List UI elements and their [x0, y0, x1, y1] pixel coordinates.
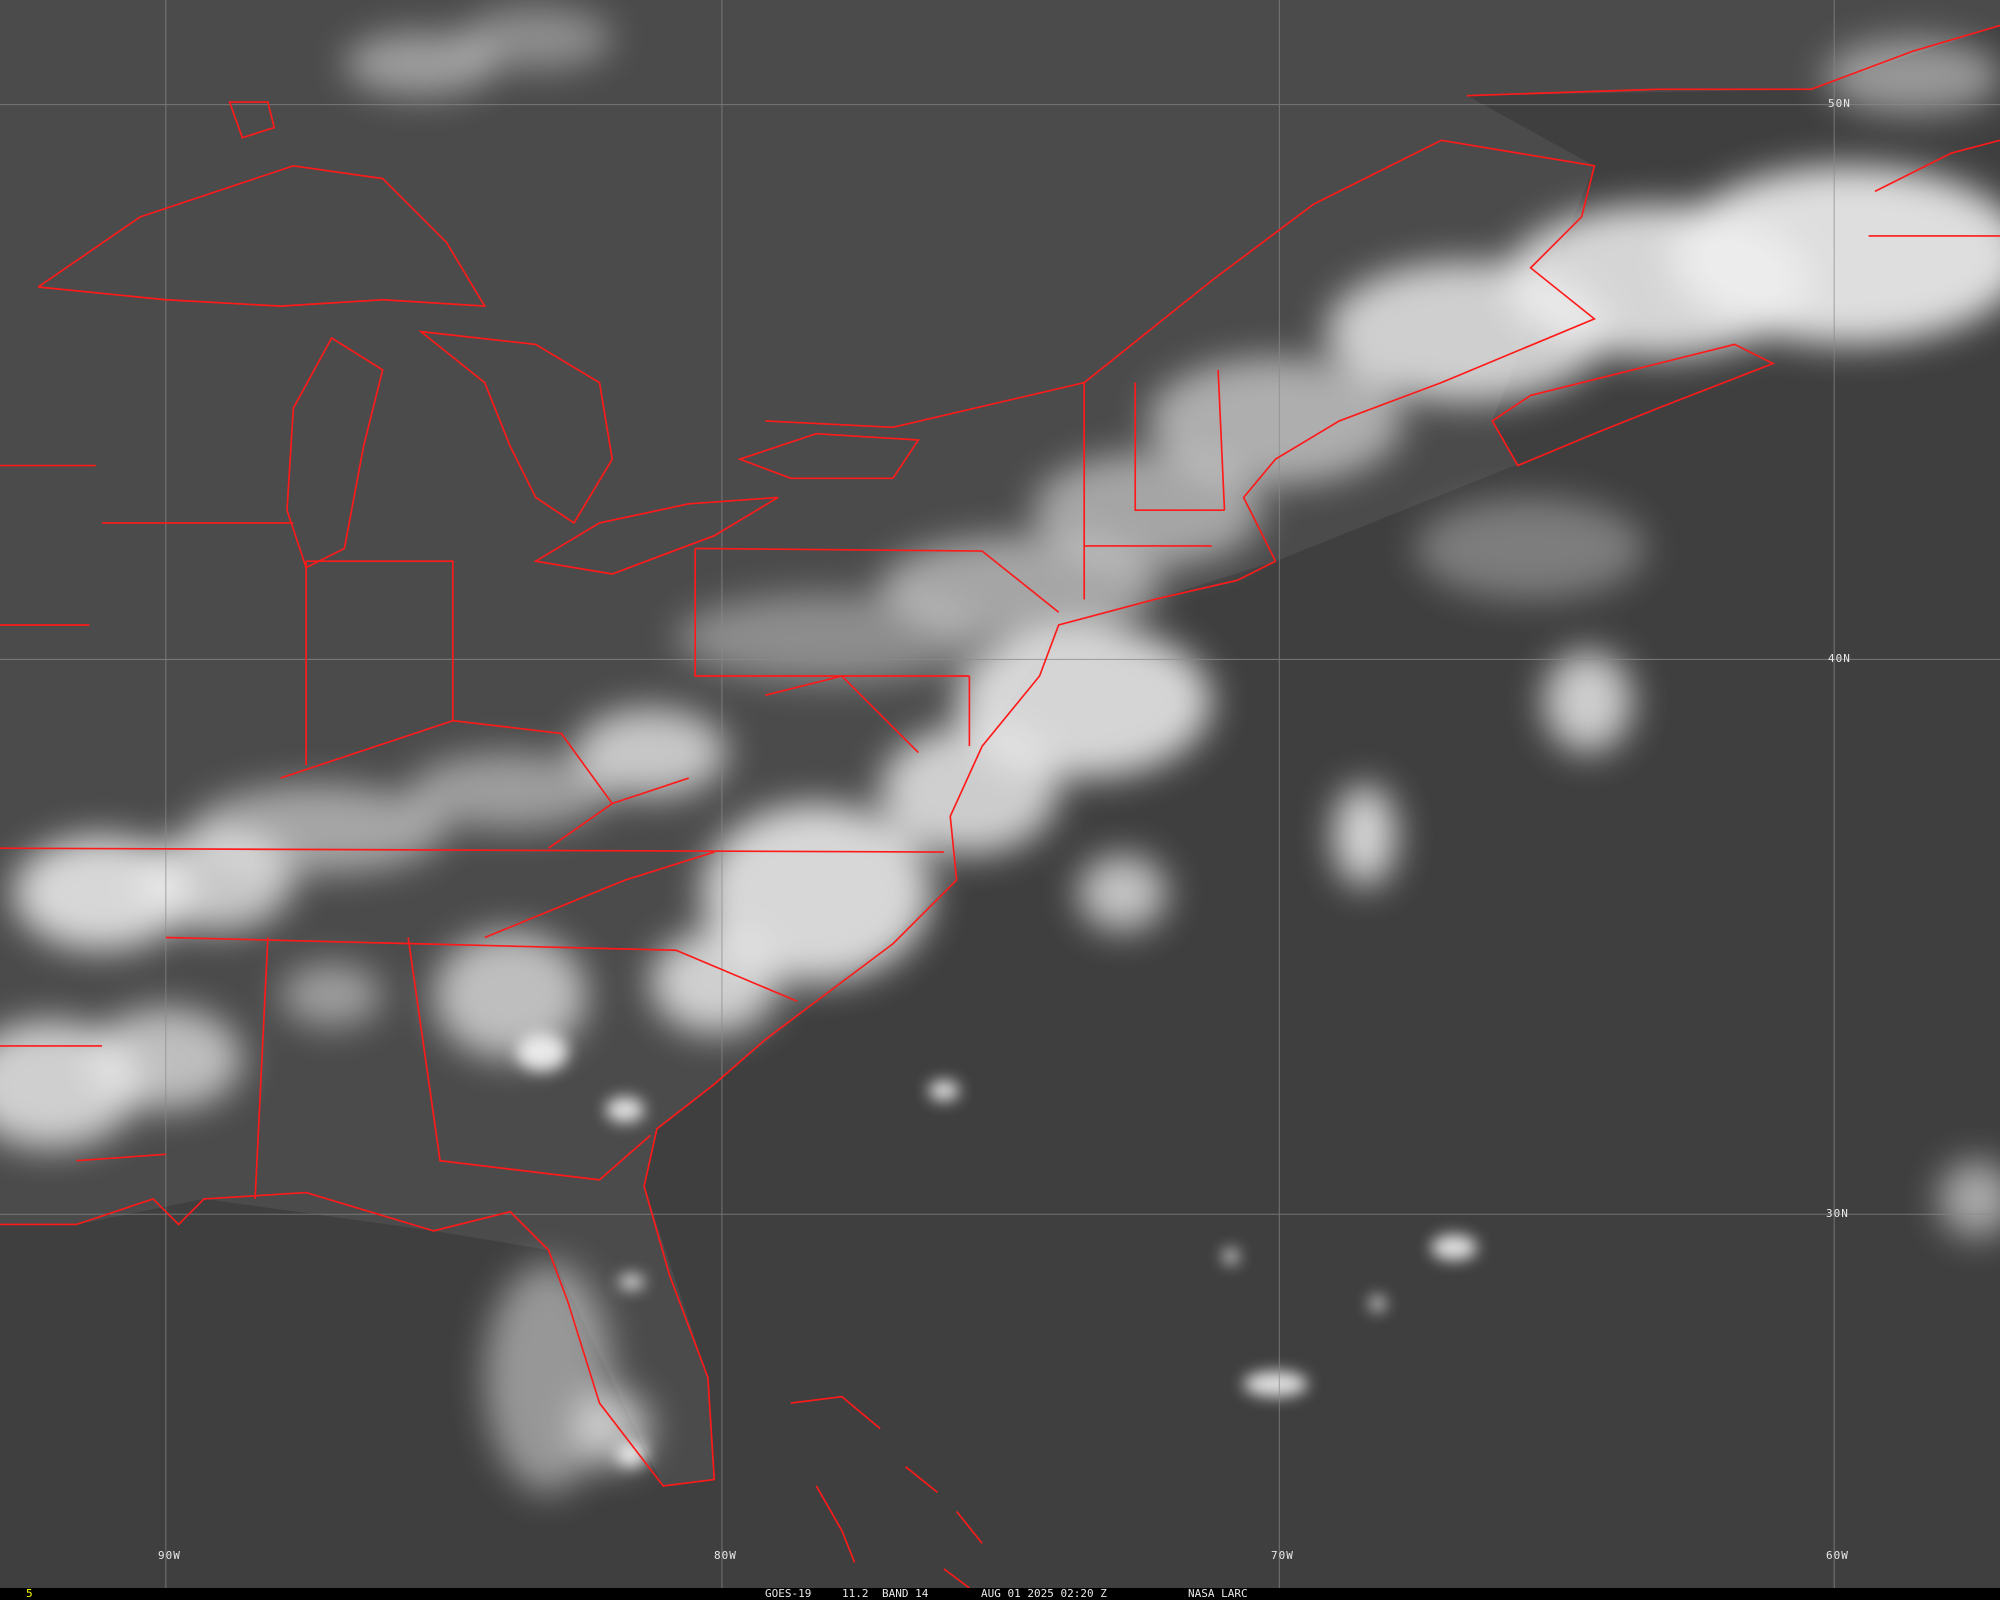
cloud-cell — [618, 1274, 645, 1290]
caption-bar: 5 GOES-19 11.2 BAND 14 AUG 01 2025 02:20… — [0, 1588, 2000, 1600]
cloud-blob — [701, 803, 932, 983]
lon-label-80w: 80W — [714, 1549, 737, 1562]
cloud-blob — [1147, 357, 1404, 485]
coastline-nova-scotia — [1491, 343, 1776, 467]
cloud-blob — [1415, 497, 1646, 600]
lon-label-90w: 90W — [158, 1549, 181, 1562]
cloud-blob — [1326, 261, 1608, 402]
cloud-blob — [676, 593, 983, 683]
lake-huron — [418, 330, 614, 525]
lon-label-70w: 70W — [1271, 1549, 1294, 1562]
frame-number: 5 — [26, 1587, 33, 1600]
cloud-cell — [1369, 1295, 1386, 1312]
cloud-cell — [605, 1096, 645, 1123]
lake-erie — [533, 496, 779, 575]
caribbean-islands — [790, 1395, 983, 1588]
cloud-blob — [433, 931, 587, 1059]
cloud-cell — [928, 1080, 960, 1101]
lat-label-50n: 50N — [1828, 97, 1851, 110]
cloud-cell — [1243, 1371, 1308, 1397]
cloud-blob — [344, 31, 498, 96]
image-datetime: AUG 01 2025 02:20 Z — [981, 1587, 1107, 1600]
cloud-blob — [1938, 1160, 2000, 1238]
lon-label-60w: 60W — [1826, 1549, 1849, 1562]
coastline-east — [0, 560, 1276, 1487]
lat-label-30n: 30N — [1826, 1207, 1849, 1220]
cloud-blob — [1332, 784, 1397, 887]
band-name: BAND 14 — [882, 1587, 929, 1600]
lat-label-40n: 40N — [1828, 652, 1851, 665]
cloud-cell — [616, 1441, 647, 1467]
cloud-blob — [1077, 854, 1168, 932]
lake-superior — [37, 101, 487, 308]
cloud-detail-layer — [516, 1033, 1478, 1467]
cloud-layer — [0, 6, 2000, 1493]
political-boundaries — [0, 24, 2000, 1588]
cloud-blob — [1824, 38, 2000, 115]
satellite-name: GOES-19 — [765, 1587, 812, 1600]
state-borders — [0, 369, 1226, 1200]
coastline-canada — [765, 139, 1596, 562]
coastline-labrador — [1466, 24, 2000, 97]
cloud-blob — [280, 963, 383, 1027]
cloud-cell — [1223, 1248, 1239, 1265]
cloud-blob — [1543, 650, 1633, 753]
lake-ontario — [737, 432, 920, 480]
cloud-blob — [880, 727, 1059, 855]
cloud-blob — [408, 752, 613, 830]
channel-wavelength: 11.2 — [842, 1587, 869, 1600]
credit: NASA LARC — [1188, 1587, 1248, 1600]
cloud-blob — [650, 931, 779, 1034]
cloud-cell — [516, 1033, 568, 1072]
cloud-cell — [1431, 1234, 1478, 1261]
lake-michigan — [286, 336, 384, 569]
cloud-blob — [140, 829, 294, 932]
cloud-blob — [459, 6, 613, 71]
cloud-blob — [573, 707, 728, 798]
coastline-newfoundland — [1868, 139, 2000, 237]
